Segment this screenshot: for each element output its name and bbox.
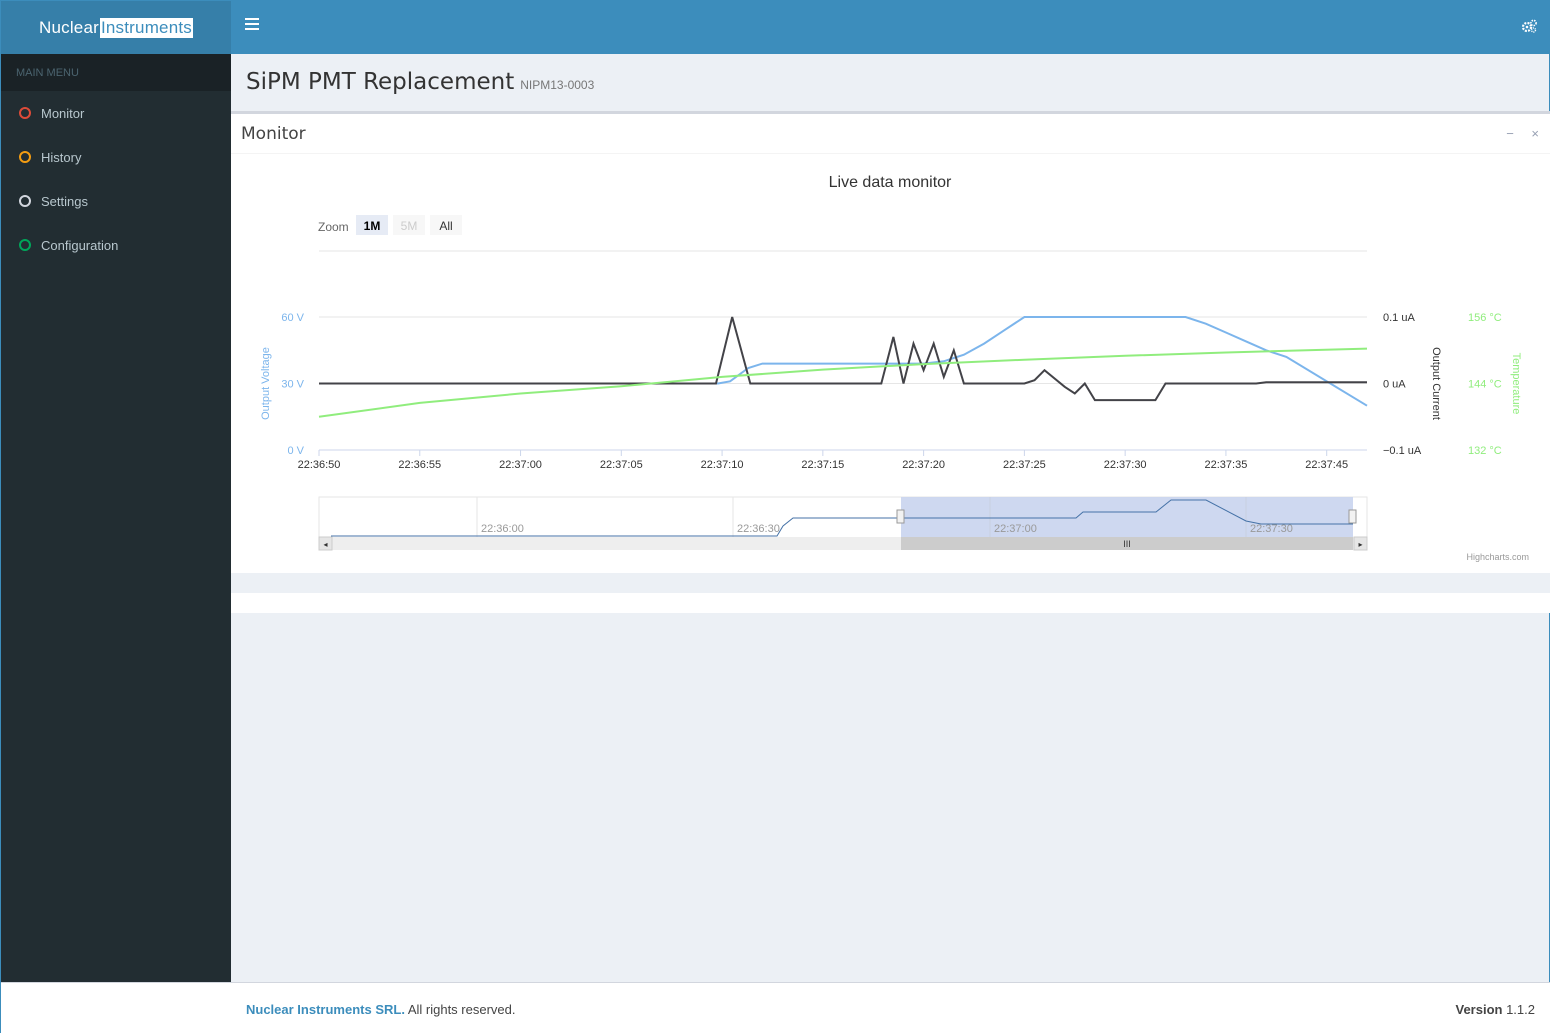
sidebar-item-label: History xyxy=(41,149,82,165)
gears-icon[interactable] xyxy=(1521,19,1537,38)
y-axis-title: Output Voltage xyxy=(260,347,272,420)
navigator[interactable]: 22:36:00 22:36:30 22:37:00 22:37:30 III … xyxy=(318,496,1368,551)
circle-icon xyxy=(19,107,31,119)
y-axis-title: Temperature xyxy=(1510,353,1522,415)
box-tools: − × xyxy=(1492,126,1539,141)
footer: Nuclear Instruments SRL. All rights rese… xyxy=(1,982,1550,1033)
footer-rights: All rights reserved. xyxy=(404,1002,516,1017)
svg-text:◂: ◂ xyxy=(323,540,327,549)
x-tick-label: 22:37:20 xyxy=(902,459,945,471)
series-line-temperature[interactable] xyxy=(318,347,1368,418)
y-tick-label: 0.1 uA xyxy=(1383,312,1415,324)
logo-text-2: Instruments xyxy=(99,17,193,38)
chart-credits[interactable]: Highcharts.com xyxy=(1466,552,1529,562)
sidebar: Nuclear Instruments MAIN MENU Monitor Hi… xyxy=(1,1,231,982)
navigator-handle-right[interactable] xyxy=(1348,509,1357,524)
scroll-right-button[interactable] xyxy=(1353,536,1368,551)
x-axis: 22:36:50 22:36:55 22:37:00 22:37:05 22:37:10… xyxy=(298,450,1348,471)
y-tick-label: 156 °C xyxy=(1468,312,1502,324)
circle-icon xyxy=(19,239,31,251)
x-tick-label: 22:37:35 xyxy=(1205,459,1248,471)
content-header: SiPM PMT Replacement NIPM13-0003 xyxy=(231,54,1550,111)
chart-title: Live data monitor xyxy=(829,174,952,191)
logo[interactable]: Nuclear Instruments xyxy=(1,1,231,54)
sidebar-item-configuration[interactable]: Configuration xyxy=(1,223,231,267)
zoom-5m-label: 5M xyxy=(401,219,418,233)
x-tick-label: 22:37:05 xyxy=(600,459,643,471)
scrollbar-thumb[interactable] xyxy=(901,537,1353,550)
hamburger-menu-icon[interactable] xyxy=(245,18,259,32)
zoom-all-button[interactable]: All xyxy=(430,215,462,235)
zoom-label: Zoom xyxy=(318,220,349,234)
page-subtitle: NIPM13-0003 xyxy=(520,78,595,92)
menu-header: MAIN MENU xyxy=(1,54,231,91)
sidebar-item-history[interactable]: History xyxy=(1,135,231,179)
x-tick-label: 22:37:45 xyxy=(1305,459,1348,471)
navigator-handle-left[interactable] xyxy=(896,509,905,524)
x-tick-label: 22:37:15 xyxy=(801,459,844,471)
x-tick-label: 22:37:10 xyxy=(701,459,744,471)
box-header: Monitor − × xyxy=(231,114,1550,154)
y-tick-label: 144 °C xyxy=(1468,379,1502,391)
sidebar-item-monitor[interactable]: Monitor xyxy=(1,91,231,135)
company-link[interactable]: Nuclear Instruments SRL. xyxy=(246,1002,405,1017)
page-title: SiPM PMT Replacement NIPM13-0003 xyxy=(246,69,594,95)
svg-text:III: III xyxy=(1123,539,1131,549)
close-icon[interactable]: × xyxy=(1531,126,1539,141)
x-tick-label: 22:37:00 xyxy=(499,459,542,471)
zoom-1m-button[interactable]: 1M xyxy=(356,215,388,235)
y-tick-label: 132 °C xyxy=(1468,445,1502,457)
live-chart[interactable]: Live data monitor Zoom 1M 5M All 60 V 30 … xyxy=(231,154,1550,572)
page-title-text: SiPM PMT Replacement xyxy=(246,69,515,95)
navigator-series xyxy=(331,499,1353,537)
top-navbar xyxy=(231,1,1550,54)
content-spacer xyxy=(231,573,1550,593)
monitor-box: Monitor − × Live data monitor Zoom 1M 5M… xyxy=(231,111,1550,573)
navigator-tick: 22:37:00 xyxy=(994,523,1037,535)
zoom-5m-button[interactable]: 5M xyxy=(393,215,425,235)
scroll-left-button[interactable] xyxy=(318,536,333,551)
y-axis-title: Output Current xyxy=(1430,347,1442,420)
x-tick-label: 22:36:55 xyxy=(398,459,441,471)
zoom-1m-label: 1M xyxy=(364,219,381,233)
y-axes: 60 V 30 V 0 V 0.1 uA 0 uA −0.1 uA 156 °C 144 °C… xyxy=(260,312,1522,457)
version-number: 1.1.2 xyxy=(1506,1002,1535,1017)
minimize-icon[interactable]: − xyxy=(1506,126,1514,141)
navigator-tick: 22:36:00 xyxy=(481,523,524,535)
navigator-tick: 22:36:30 xyxy=(737,523,780,535)
svg-text:▸: ▸ xyxy=(1358,540,1362,549)
x-tick-label: 22:37:30 xyxy=(1104,459,1147,471)
y-tick-label: 60 V xyxy=(281,312,304,324)
y-tick-label: −0.1 uA xyxy=(1383,445,1422,457)
plot-area xyxy=(318,316,1368,418)
sidebar-item-label: Monitor xyxy=(41,105,85,121)
series-line-output-current[interactable] xyxy=(319,316,1367,402)
zoom-all-label: All xyxy=(439,219,452,233)
logo-text-1: Nuclear xyxy=(39,17,99,37)
circle-icon xyxy=(19,195,31,207)
y-tick-label: 0 V xyxy=(287,445,304,457)
circle-icon xyxy=(19,151,31,163)
empty-box xyxy=(231,593,1550,613)
series-line-output-voltage[interactable] xyxy=(319,316,1368,407)
x-tick-label: 22:37:25 xyxy=(1003,459,1046,471)
footer-copyright: Nuclear Instruments SRL. All rights rese… xyxy=(246,1002,515,1017)
navigator-tick: 22:37:30 xyxy=(1250,523,1293,535)
sidebar-item-label: Configuration xyxy=(41,237,119,253)
sidebar-item-label: Settings xyxy=(41,193,88,209)
y-tick-label: 30 V xyxy=(281,379,304,391)
sidebar-item-settings[interactable]: Settings xyxy=(1,179,231,223)
version-label: Version xyxy=(1455,1002,1503,1017)
footer-version: Version 1.1.2 xyxy=(1455,1002,1535,1017)
x-tick-label: 22:36:50 xyxy=(298,459,341,471)
box-title: Monitor xyxy=(241,124,306,144)
navigator-mask[interactable] xyxy=(901,497,1353,537)
y-tick-label: 0 uA xyxy=(1383,379,1406,391)
